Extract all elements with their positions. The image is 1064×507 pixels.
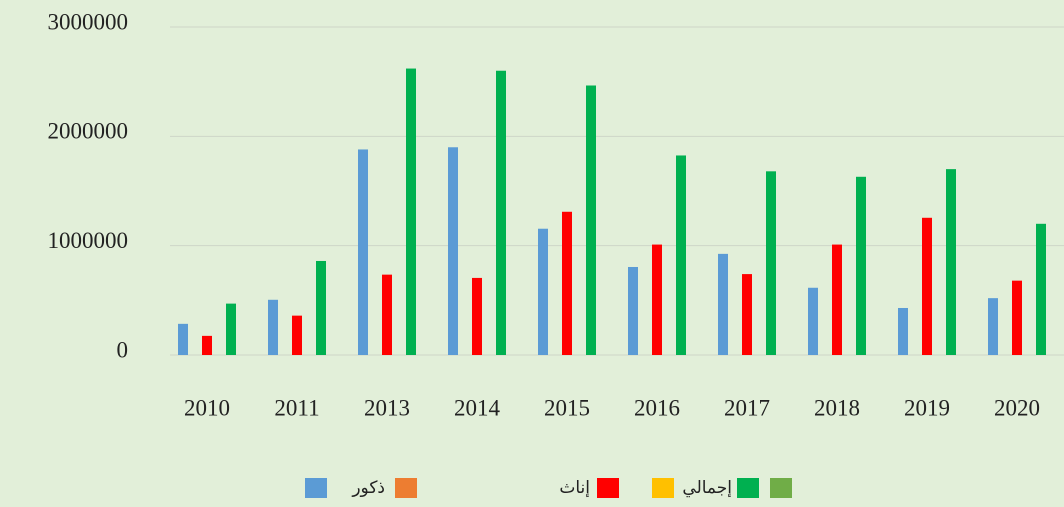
- bar: [538, 228, 548, 355]
- legend-swatch-empty: [395, 478, 417, 498]
- x-tick-label: 2020: [994, 395, 1040, 420]
- y-tick-label: 0: [117, 337, 129, 362]
- bar: [946, 169, 956, 355]
- bar: [382, 274, 392, 355]
- bar: [898, 307, 908, 355]
- bar: [808, 287, 818, 355]
- bar: [742, 274, 752, 355]
- bar: [922, 217, 932, 355]
- bar: [562, 211, 572, 355]
- bar: [358, 149, 368, 355]
- bar: [856, 176, 866, 355]
- bar: [676, 155, 686, 355]
- bar: [472, 277, 482, 355]
- x-tick-label: 2019: [904, 395, 950, 420]
- y-tick-label: 1000000: [48, 228, 129, 253]
- bar: [988, 298, 998, 355]
- x-tick-label: 2018: [814, 395, 860, 420]
- bar: [496, 70, 506, 355]
- bar: [316, 260, 326, 355]
- legend-swatch: [737, 478, 759, 498]
- bar: [718, 253, 728, 355]
- x-tick-label: 2016: [634, 395, 680, 420]
- bar: [832, 244, 842, 355]
- x-tick-label: 2014: [454, 395, 501, 420]
- y-tick-label: 3000000: [48, 9, 129, 34]
- bar: [1036, 223, 1046, 355]
- bar: [268, 299, 278, 355]
- legend-label: ذكور: [351, 478, 385, 498]
- bar: [652, 244, 662, 355]
- legend-label: إناث: [559, 478, 590, 498]
- bar: [766, 171, 776, 355]
- bar: [406, 68, 416, 356]
- x-tick-label: 2010: [184, 395, 230, 420]
- bar: [586, 85, 596, 355]
- legend-swatch: [597, 478, 619, 498]
- bar: [178, 323, 188, 355]
- y-tick-label: 2000000: [48, 119, 129, 144]
- x-tick-label: 2013: [364, 395, 410, 420]
- bar: [292, 315, 302, 355]
- legend-swatch: [305, 478, 327, 498]
- legend-swatch-empty: [770, 478, 792, 498]
- x-tick-label: 2011: [274, 395, 319, 420]
- x-tick-label: 2017: [724, 395, 770, 420]
- x-tick-label: 2015: [544, 395, 590, 420]
- bar: [1012, 280, 1022, 355]
- legend-label: إجمالي: [682, 478, 732, 498]
- bar: [202, 335, 212, 355]
- bar: [628, 266, 638, 355]
- bar: [226, 303, 236, 355]
- legend-swatch-empty: [652, 478, 674, 498]
- bar: [448, 147, 458, 355]
